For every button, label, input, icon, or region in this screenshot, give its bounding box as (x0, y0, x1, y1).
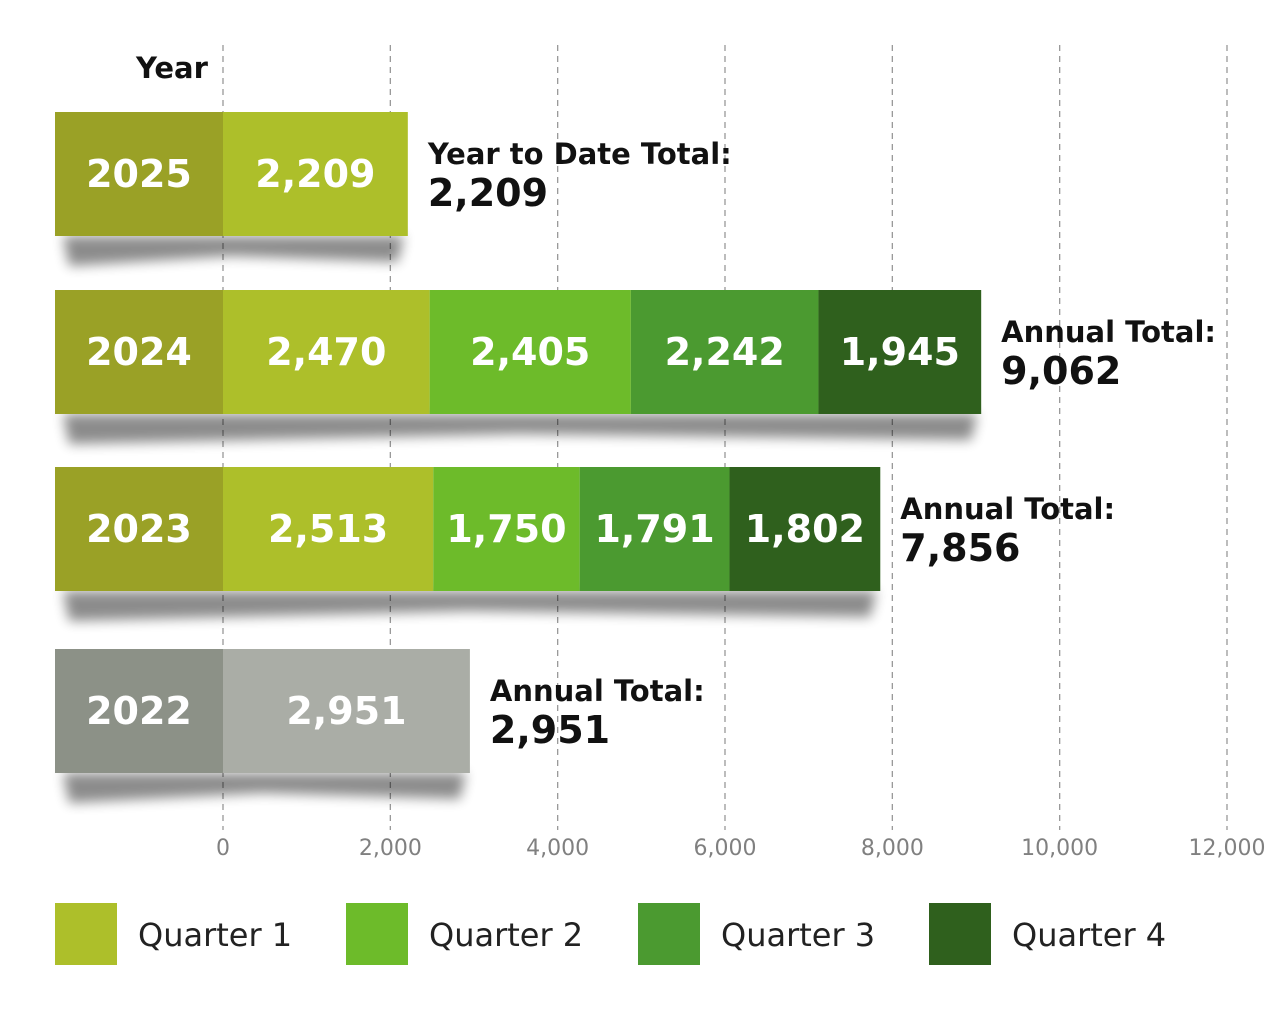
year-cell (55, 467, 223, 591)
bar-shadow (63, 591, 877, 621)
bar-value-label: 2,209 (255, 152, 375, 196)
bar-shadow (63, 414, 978, 444)
legend-swatch (929, 903, 991, 965)
year-cell (55, 112, 223, 236)
bar-value-label: 1,750 (446, 507, 566, 551)
category-header: Year (135, 51, 209, 85)
total-value: 2,951 (490, 708, 610, 752)
year-label: 2023 (86, 507, 192, 551)
x-tick-label: 10,000 (1021, 836, 1098, 861)
legend-label: Quarter 2 (429, 916, 583, 954)
total-value: 7,856 (900, 526, 1020, 570)
bar-value-label: 2,470 (266, 330, 386, 374)
legend-swatch (638, 903, 700, 965)
total-label: Annual Total: (1001, 315, 1216, 349)
x-tick-label: 6,000 (694, 836, 757, 861)
total-label: Annual Total: (900, 492, 1115, 526)
total-label: Annual Total: (490, 674, 705, 708)
bar-segment (579, 467, 730, 591)
legend-label: Quarter 1 (138, 916, 292, 954)
year-label: 2024 (86, 330, 192, 374)
bar-value-label: 1,791 (594, 507, 714, 551)
bar-value-label: 2,513 (268, 507, 388, 551)
x-tick-label: 12,000 (1189, 836, 1266, 861)
total-value: 9,062 (1001, 349, 1121, 393)
legend-swatch (55, 903, 117, 965)
bar-segment (818, 290, 982, 414)
legend-label: Quarter 3 (721, 916, 875, 954)
bars (55, 112, 982, 773)
bar-value-label: 1,945 (840, 330, 960, 374)
year-label: 2022 (86, 689, 192, 733)
bar-segment (729, 467, 881, 591)
bar-segment (433, 467, 580, 591)
bar-value-label: 2,951 (286, 689, 406, 733)
bar-shadow (63, 773, 466, 803)
legend-swatch (346, 903, 408, 965)
bar-segment (630, 290, 819, 414)
bar-segment (223, 467, 434, 591)
x-tick-label: 2,000 (359, 836, 422, 861)
x-tick-label: 0 (216, 836, 230, 861)
total-value: 2,209 (428, 171, 548, 215)
year-cell (55, 649, 223, 773)
bar-value-label: 2,405 (470, 330, 590, 374)
labels: 0 2,000 4,000 6,000 8,000 10,000 12,000 Year 202… (86, 51, 1265, 861)
bar-segment (223, 290, 430, 414)
year-label: 2025 (86, 152, 192, 196)
x-tick-label: 8,000 (861, 836, 924, 861)
x-tick-label: 4,000 (526, 836, 589, 861)
bar-shadow (63, 236, 404, 266)
total-label: Year to Date Total: (427, 137, 732, 171)
bar-value-label: 2,242 (665, 330, 785, 374)
bar-segment (223, 112, 408, 236)
bar-shadows (63, 236, 978, 803)
bar-segment (429, 290, 631, 414)
year-cell (55, 290, 223, 414)
bar-value-label: 1,802 (745, 507, 865, 551)
bar-segment (223, 649, 470, 773)
legend-label: Quarter 4 (1012, 916, 1166, 954)
legend: Quarter 1 Quarter 2 Quarter 3 Quarter 4 (55, 903, 1166, 965)
